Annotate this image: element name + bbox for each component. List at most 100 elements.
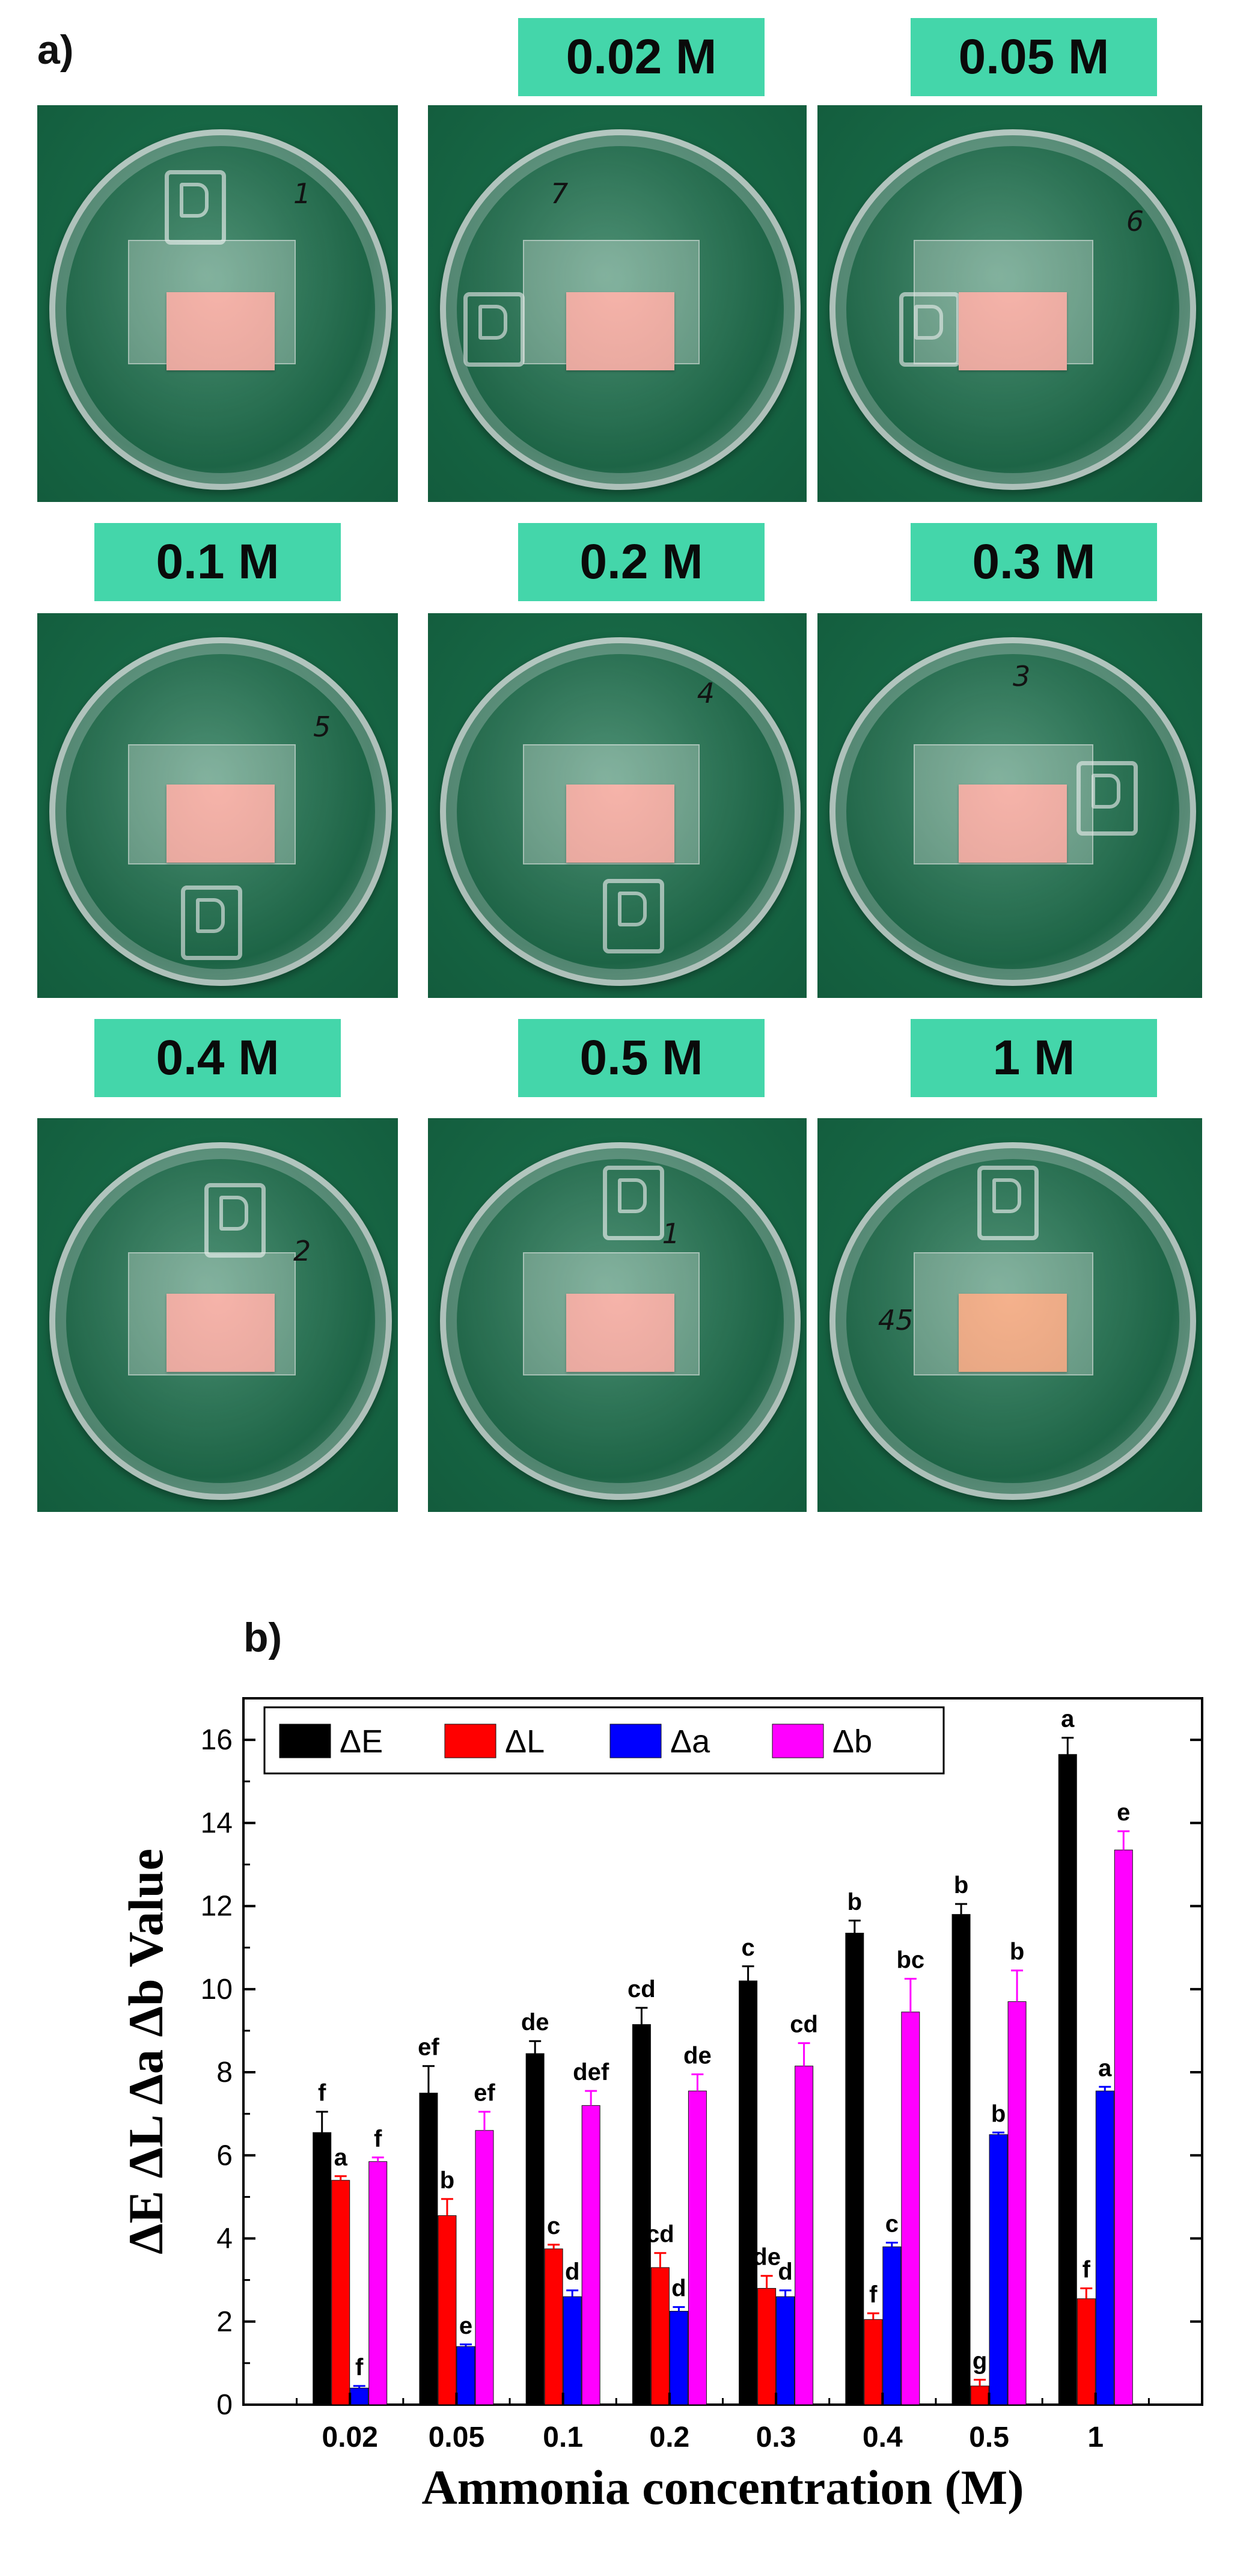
- significance-letter: f: [1083, 2256, 1091, 2283]
- legend-label: Δa: [670, 1724, 710, 1760]
- legend-label: Δb: [832, 1724, 872, 1760]
- significance-letter: f: [318, 2080, 326, 2106]
- bar: [951, 1914, 971, 2405]
- significance-letter: ef: [418, 2034, 439, 2061]
- bar: [795, 2066, 814, 2405]
- significance-letter: d: [671, 2275, 686, 2302]
- bar: [864, 2319, 883, 2405]
- x-tick-label: 0.02: [322, 2422, 378, 2453]
- concentration-tag: 0.4 M: [94, 1019, 341, 1097]
- significance-letter: e: [1117, 1799, 1130, 1826]
- petri-dish: 1: [440, 1142, 801, 1500]
- legend-swatch: [279, 1724, 331, 1758]
- indicator-film-sample: [166, 785, 275, 863]
- dish-number-mark: 6: [1126, 205, 1144, 237]
- bar: [313, 2132, 332, 2405]
- x-tick-label: 0.1: [543, 2422, 583, 2453]
- indicator-film-sample: [566, 292, 674, 370]
- bar: [1007, 2001, 1027, 2405]
- bar: [901, 2012, 920, 2405]
- concentration-tag: 0.3 M: [911, 523, 1157, 601]
- significance-letter: cd: [790, 2012, 818, 2038]
- significance-letter: bc: [896, 1947, 924, 1974]
- significance-letter: de: [683, 2043, 712, 2069]
- y-tick-label: 16: [201, 1724, 233, 1756]
- bar: [350, 2387, 369, 2405]
- dish-logo-icon: [164, 170, 226, 245]
- significance-letter: e: [459, 2313, 472, 2339]
- dish-number-mark: 2: [293, 1234, 311, 1267]
- panel-b-label: b): [243, 1615, 282, 1660]
- dish-logo-icon: [204, 1182, 266, 1258]
- dish-number-mark: 45: [878, 1303, 914, 1336]
- panel-a-label: a): [37, 27, 74, 73]
- x-tick-label: 1: [1087, 2422, 1104, 2453]
- concentration-tag: 0.1 M: [94, 523, 341, 601]
- significance-letter: d: [565, 2259, 579, 2285]
- bar: [331, 2180, 350, 2405]
- bar: [1058, 1754, 1077, 2405]
- significance-letter: d: [778, 2259, 792, 2285]
- significance-letter: cd: [646, 2221, 674, 2248]
- bar: [544, 2248, 563, 2405]
- petri-dish: 6: [829, 129, 1196, 490]
- significance-letter: b: [954, 1872, 968, 1898]
- indicator-film-sample: [166, 1293, 275, 1372]
- y-tick-label: 14: [201, 1807, 233, 1839]
- significance-letter: c: [741, 1935, 754, 1961]
- dish-logo-icon: [181, 886, 242, 961]
- bar: [632, 2024, 651, 2405]
- plot-frame: [242, 1697, 1203, 2406]
- legend-swatch: [609, 1724, 662, 1758]
- x-tick-label: 0.2: [650, 2422, 690, 2453]
- dish-number-mark: 1: [293, 177, 311, 210]
- y-tick-label: 4: [216, 2223, 233, 2255]
- concentration-tag: 0.2 M: [518, 523, 765, 601]
- significance-letter: c: [547, 2213, 560, 2239]
- significance-letter: a: [1061, 1706, 1075, 1733]
- significance-letter: cd: [628, 1976, 656, 2002]
- petri-dish: 3: [829, 637, 1196, 986]
- petri-dish: 7: [440, 129, 801, 490]
- y-tick-label: 2: [216, 2306, 233, 2338]
- significance-letter: de: [753, 2244, 781, 2271]
- concentration-tag: 0.5 M: [518, 1019, 765, 1097]
- bar: [525, 2053, 545, 2405]
- bar: [757, 2287, 777, 2405]
- dish-logo-icon: [603, 1165, 664, 1240]
- bar: [688, 2090, 707, 2405]
- y-tick-label: 0: [216, 2389, 233, 2421]
- indicator-film-sample: [959, 785, 1067, 863]
- x-tick-label: 0.5: [969, 2422, 1009, 2453]
- bar: [581, 2105, 600, 2405]
- legend-swatch: [444, 1724, 496, 1758]
- dish-photo: 45: [817, 1118, 1202, 1512]
- indicator-film-sample: [166, 292, 275, 370]
- dish-logo-icon: [463, 292, 525, 367]
- bar: [438, 2215, 457, 2405]
- indicator-film-sample: [566, 1293, 674, 1372]
- bar: [475, 2130, 494, 2405]
- y-tick-label: 10: [201, 1974, 233, 2005]
- bar-chart: 0246810121416faff0.02efbeef0.05decddef0.…: [118, 1697, 1203, 2515]
- dish-photo: 4: [428, 613, 807, 998]
- petri-dish: 45: [829, 1142, 1196, 1500]
- legend-swatch: [772, 1724, 824, 1758]
- indicator-film-sample: [959, 1293, 1067, 1372]
- bar: [563, 2296, 582, 2405]
- x-axis-title: Ammonia concentration (M): [421, 2460, 1024, 2515]
- dish-photo: 6: [817, 105, 1202, 502]
- dish-photo: 5: [37, 613, 398, 998]
- petri-dish: 4: [440, 637, 801, 986]
- x-tick-label: 0.3: [756, 2422, 796, 2453]
- dish-number-mark: 7: [551, 177, 569, 210]
- dish-logo-icon: [1077, 761, 1138, 836]
- x-tick-label: 0.05: [429, 2422, 484, 2453]
- y-tick-label: 8: [216, 2057, 233, 2088]
- dish-photo: 2: [37, 1118, 398, 1512]
- significance-letter: b: [847, 1889, 862, 1915]
- significance-letter: b: [440, 2167, 454, 2194]
- significance-letter: f: [374, 2126, 382, 2152]
- significance-letter: f: [869, 2281, 878, 2308]
- legend-label: ΔL: [505, 1724, 545, 1760]
